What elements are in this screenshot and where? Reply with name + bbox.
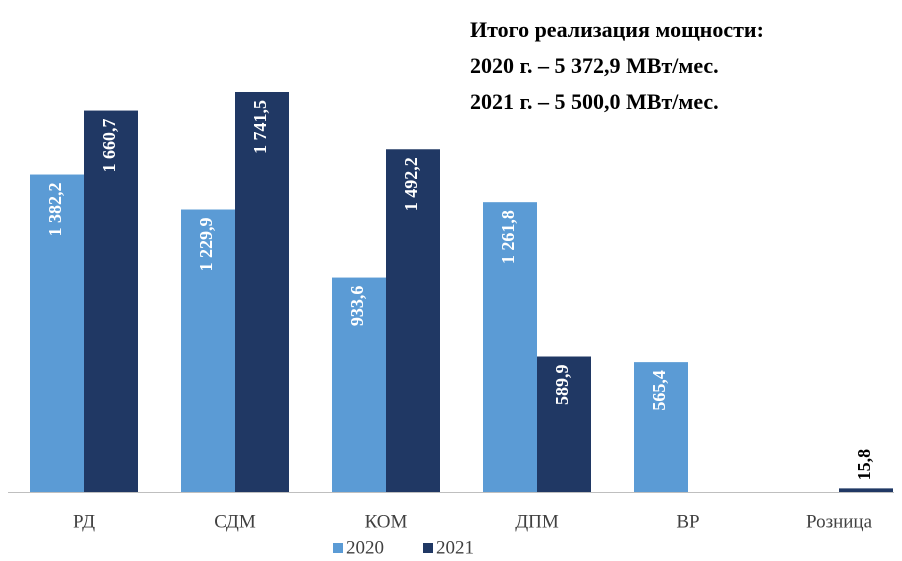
legend-label: 2020 bbox=[346, 537, 384, 558]
bar bbox=[181, 209, 235, 493]
x-tick-label: КОМ bbox=[365, 511, 408, 532]
x-tick-label: Розница bbox=[806, 511, 873, 532]
legend-swatch bbox=[423, 543, 433, 553]
bar bbox=[386, 149, 440, 492]
value-label: 15,8 bbox=[854, 449, 874, 481]
value-label: 1 660,7 bbox=[99, 119, 119, 173]
value-label: 1 229,9 bbox=[196, 218, 216, 272]
annotation-line: 2021 г. – 5 500,0 МВт/мес. bbox=[470, 89, 719, 114]
legend-swatch bbox=[333, 543, 343, 553]
bar bbox=[332, 277, 386, 492]
bar bbox=[839, 488, 893, 492]
x-tick-label: ВР bbox=[676, 511, 699, 532]
value-label: 1 382,2 bbox=[45, 183, 65, 237]
value-label: 1 492,2 bbox=[401, 157, 421, 211]
bar bbox=[30, 174, 84, 492]
x-tick-label: РД bbox=[73, 511, 95, 532]
legend-label: 2021 bbox=[436, 537, 474, 558]
value-label: 933,6 bbox=[347, 286, 367, 327]
value-label: 1 741,5 bbox=[250, 100, 270, 154]
bar bbox=[537, 356, 591, 492]
x-tick-label: ДПМ bbox=[515, 511, 559, 532]
bar bbox=[84, 110, 138, 492]
bar bbox=[235, 92, 289, 492]
annotation: Итого реализация мощности: 2020 г. – 5 3… bbox=[470, 17, 764, 114]
annotation-line: 2020 г. – 5 372,9 МВт/мес. bbox=[470, 53, 719, 78]
bar bbox=[634, 362, 688, 492]
x-tick-label: СДМ bbox=[214, 511, 256, 532]
bar bbox=[483, 202, 537, 492]
value-label: 1 261,8 bbox=[498, 210, 518, 264]
annotation-line: Итого реализация мощности: bbox=[470, 17, 764, 42]
value-label: 565,4 bbox=[649, 370, 669, 411]
value-label: 589,9 bbox=[552, 365, 572, 406]
